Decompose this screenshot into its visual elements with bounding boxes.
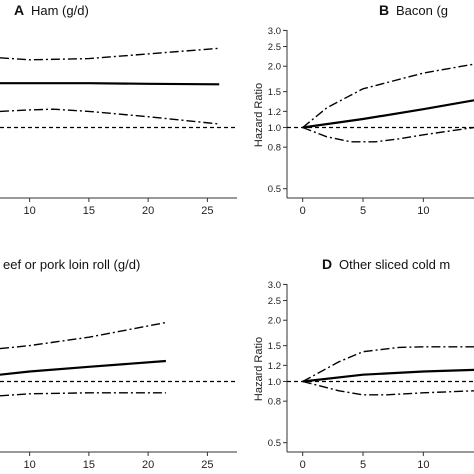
panel-a-estimate-line — [0, 82, 220, 86]
panel-c-lower-ci-line — [0, 392, 166, 397]
panel-c-title: eef or pork loin roll (g/d) — [3, 257, 140, 272]
panel-d-x-tick-label: 10 — [417, 459, 429, 471]
panel-b-y-tick-label: 0.5 — [268, 184, 281, 195]
panel-b-y-tick-label: 1.5 — [268, 87, 281, 98]
panel-a-letter: A — [14, 2, 24, 18]
panel-b-upper-ci-line — [302, 63, 474, 129]
panel-a-x-tick-label: 20 — [142, 205, 154, 217]
panel-a: A Ham (g/d) 10 15 20 25 — [0, 2, 237, 217]
panel-d-y-tick-label: 3.0 — [268, 280, 281, 291]
panel-d-y-tick-label: 2.0 — [268, 316, 281, 327]
panel-a-title: Ham (g/d) — [31, 3, 89, 18]
panel-b-x-tick-label: 10 — [417, 205, 429, 217]
panel-a-x-tick-label: 10 — [24, 205, 36, 217]
panel-d-ylabel: Hazard Ratio — [253, 337, 265, 401]
panel-b-x-tick-label: 0 — [300, 205, 306, 217]
panel-b-y-tick-label: 2.5 — [268, 42, 281, 53]
panel-a-x-tick-label: 15 — [83, 205, 95, 217]
panel-b-y-tick-label: 0.8 — [268, 143, 281, 154]
panel-b-x-tick-label: 5 — [360, 205, 366, 217]
panel-d-x-tick-label: 5 — [360, 459, 366, 471]
panel-d-y-tick-label: 0.8 — [268, 397, 281, 408]
panel-d-lower-ci-line — [302, 380, 474, 396]
panel-b-lower-ci-line — [302, 126, 474, 143]
panel-a-upper-ci-line — [0, 47, 220, 61]
panel-d-y-tick-label: 1.5 — [268, 341, 281, 352]
panel-c-x-tick-label: 25 — [201, 459, 213, 471]
panel-d-title: Other sliced cold m — [339, 257, 450, 272]
panel-c-x-tick-label: 20 — [142, 459, 154, 471]
panel-d-upper-ci-line — [302, 346, 474, 383]
panel-d-letter: D — [322, 256, 332, 272]
panel-b-plot: 0 5 10 0.5 0.8 1.0 1.2 1.5 2.0 2.5 3.0 — [268, 26, 474, 217]
panel-b: B Bacon (g Hazard Ratio 0 5 10 0.5 0.8 1.0 1.2… — [253, 2, 474, 217]
panel-a-lower-ci-line — [0, 108, 220, 125]
panel-b-y-tick-label: 1.0 — [268, 123, 281, 134]
panel-b-letter: B — [379, 2, 389, 18]
panel-c: eef or pork loin roll (g/d) 10 15 20 25 — [0, 257, 237, 471]
panel-d-estimate-line — [302, 368, 474, 383]
panel-d-y-tick-label: 1.0 — [268, 377, 281, 388]
panel-c-x-tick-label: 10 — [24, 459, 36, 471]
panel-c-plot: 10 15 20 25 — [0, 321, 237, 471]
panel-a-plot: 10 15 20 25 — [0, 47, 237, 217]
panel-b-y-tick-label: 3.0 — [268, 26, 281, 37]
panel-d-y-tick-label: 0.5 — [268, 438, 281, 449]
panel-d-y-tick-label: 2.5 — [268, 296, 281, 307]
panel-c-estimate-line — [0, 359, 166, 376]
panel-d-y-tick-label: 1.2 — [268, 361, 281, 372]
panel-b-y-tick-label: 2.0 — [268, 62, 281, 73]
panel-d-plot: 0 5 10 0.5 0.8 1.0 1.2 1.5 2.0 2.5 3.0 — [268, 280, 474, 471]
panel-a-x-tick-label: 25 — [201, 205, 213, 217]
panel-c-upper-ci-line — [0, 321, 167, 350]
panel-b-y-tick-label: 1.2 — [268, 107, 281, 118]
panel-b-estimate-line — [302, 99, 474, 129]
panel-b-title: Bacon (g — [396, 3, 448, 18]
panel-c-x-tick-label: 15 — [83, 459, 95, 471]
panel-d: D Other sliced cold m Hazard Ratio 0 5 100… — [253, 256, 474, 471]
panel-b-ylabel: Hazard Ratio — [253, 83, 265, 147]
panel-d-x-tick-label: 0 — [300, 459, 306, 471]
